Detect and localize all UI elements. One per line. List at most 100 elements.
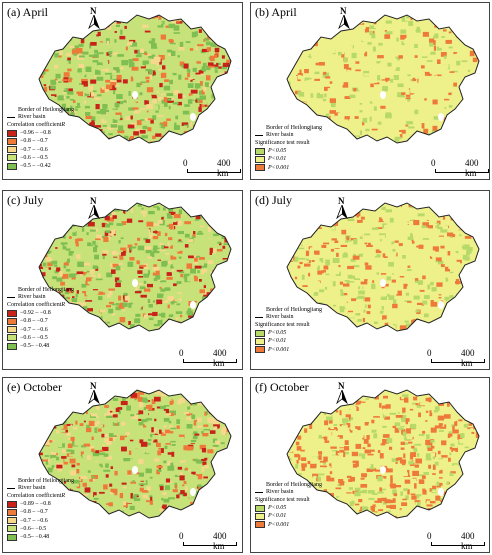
legend-label: −0.7 – −0.6 (20, 517, 48, 524)
map-legend: Border of Heilongjiang River basin Signifi… (255, 125, 322, 172)
border-line-symbol (7, 487, 15, 489)
north-arrow-icon (88, 205, 100, 219)
legend-swatch (7, 309, 17, 317)
scale-bar-line (187, 169, 241, 173)
legend-item: −0.5 – −0.42 (7, 162, 74, 170)
basin-border (286, 202, 480, 332)
legend-swatch (255, 164, 265, 172)
panel-c: (c) July N Border of Heilongjiang River b… (2, 190, 243, 370)
map-legend: Border of Heilongjiang River basin Correla… (7, 107, 74, 170)
legend-item: −0.6– −0.5 (7, 525, 74, 533)
border-label-line1: Border of Heilongjiang (266, 307, 322, 313)
legend-swatch (255, 504, 265, 512)
border-line-symbol (7, 116, 15, 118)
panel-b: (b) April N Border of Heilongjiang River … (250, 2, 490, 180)
border-label-line1: Border of Heilongjiang (18, 107, 74, 113)
legend-label: −0.5– −0.48 (20, 533, 50, 540)
north-arrow: N (87, 381, 101, 404)
map-legend: Border of Heilongjiang River basin Correla… (7, 287, 74, 350)
north-arrow: N (87, 196, 101, 219)
legend-border-item: Border of Heilongjiang River basin (7, 478, 74, 492)
border-label-line2: River basin (18, 485, 46, 491)
legend-swatch (7, 326, 17, 334)
legend-swatch (255, 329, 265, 337)
basin-border (38, 202, 232, 332)
panel-title: (e) October (7, 380, 62, 394)
basin-border (38, 389, 232, 519)
legend-heading: Correlation coefficient R (7, 122, 66, 128)
legend-label: P<0.05 (268, 505, 287, 512)
legend-swatch (255, 147, 265, 155)
scale-bar: 0 400 km (179, 531, 239, 551)
legend-item: P<0.001 (255, 346, 322, 354)
map-legend: Border of Heilongjiang River basin Signifi… (255, 307, 322, 354)
north-label: N (338, 196, 345, 206)
legend-label: P<0.001 (268, 521, 290, 528)
border-line-symbol (255, 491, 263, 493)
border-line-symbol (255, 316, 263, 318)
legend-label: −0.8 – −0.7 (20, 509, 48, 516)
legend-item: −0.8 – −0.7 (7, 317, 74, 325)
north-arrow: N (335, 196, 349, 219)
border-label-line1: Border of Heilongjiang (266, 482, 322, 488)
north-arrow-icon (336, 390, 348, 404)
legend-item: −0.7 – −0.6 (7, 326, 74, 334)
panel-title: (a) April (7, 5, 48, 19)
legend-label: −0.6– −0.5 (20, 525, 47, 532)
scale-zero: 0 (427, 348, 432, 358)
legend-item: P<0.001 (255, 521, 322, 529)
scale-distance: 400 km (465, 158, 479, 178)
legend-border-item: Border of Heilongjiang River basin (255, 307, 322, 321)
legend-label: −0.8 – −0.7 (20, 318, 48, 325)
border-label-line2: River basin (18, 294, 46, 300)
basin-map (38, 14, 232, 144)
legend-item: −0.5– −0.48 (7, 533, 74, 541)
panel-title: (d) July (255, 193, 292, 207)
panel-title: (b) April (255, 5, 297, 19)
north-label: N (340, 6, 347, 16)
north-arrow: N (337, 6, 351, 29)
border-label-line2: River basin (266, 489, 294, 495)
scale-distance: 400 km (213, 348, 227, 368)
basin-map (286, 389, 480, 519)
legend-label: P<0.05 (268, 330, 287, 337)
legend-swatch (7, 508, 17, 516)
legend-swatch (255, 337, 265, 345)
scale-bar: 0 400 km (431, 158, 489, 178)
border-label-line1: Border of Heilongjiang (266, 125, 322, 131)
north-arrow-icon (88, 15, 100, 29)
scale-zero: 0 (431, 158, 436, 168)
panel-title: (f) October (255, 380, 309, 394)
scale-distance: 400 km (461, 348, 475, 368)
border-label-line2: River basin (266, 314, 294, 320)
border-label-line1: Border of Heilongjiang (18, 287, 74, 293)
legend-item: −0.8 – −0.7 (7, 137, 74, 145)
legend-border-item: Border of Heilongjiang River basin (255, 125, 322, 139)
legend-heading: Significance test result (255, 497, 310, 503)
scale-bar: 0 400 km (179, 348, 239, 368)
scale-distance: 400 km (217, 158, 231, 178)
legend-item: P<0.001 (255, 164, 322, 172)
basin-border (286, 14, 480, 144)
legend-label: P<0.01 (268, 156, 287, 163)
legend-border-item: Border of Heilongjiang River basin (7, 287, 74, 301)
legend-label: P<0.05 (268, 148, 287, 155)
basin-map (38, 202, 232, 332)
legend-label: −0.5– −0.48 (20, 342, 50, 349)
legend-swatch (255, 346, 265, 354)
legend-border-item: Border of Heilongjiang River basin (255, 482, 322, 496)
panel-title: (c) July (7, 193, 44, 207)
scale-bar-line (431, 359, 485, 363)
legend-heading: Correlation coefficient R (7, 302, 66, 308)
map-legend: Border of Heilongjiang River basin Signifi… (255, 482, 322, 529)
basin-map (286, 202, 480, 332)
legend-label: P<0.01 (268, 513, 287, 520)
legend-label: P<0.001 (268, 164, 290, 171)
scale-bar: 0 400 km (427, 531, 487, 551)
scale-bar-line (183, 542, 237, 546)
legend-swatch (7, 154, 17, 162)
legend-item: −0.5– −0.48 (7, 342, 74, 350)
basin-border (38, 14, 232, 144)
legend-swatch (7, 129, 17, 137)
north-arrow-icon (336, 205, 348, 219)
